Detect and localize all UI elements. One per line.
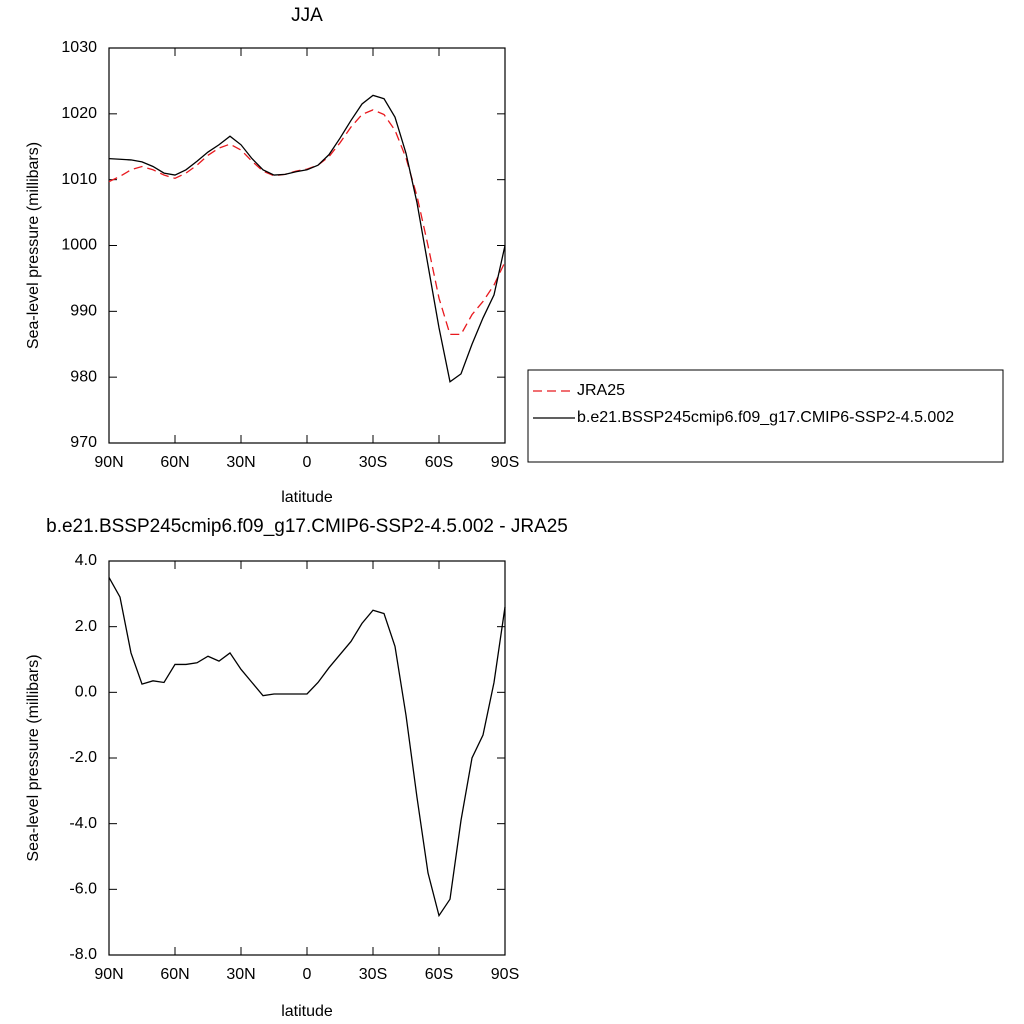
x-tick-label: 90S: [491, 454, 519, 471]
plot-frame: [108, 560, 506, 956]
x-tick-label: 60N: [160, 454, 189, 471]
y-tick-label: 4.0: [75, 552, 97, 569]
y-tick-label: 1000: [61, 237, 97, 254]
x-tick-label: 0: [303, 966, 312, 983]
y-tick-label: -8.0: [69, 946, 97, 963]
x-tick-label: 30N: [226, 966, 255, 983]
x-tick-label: 30S: [359, 966, 387, 983]
y-tick-label: 970: [70, 434, 97, 451]
y-tick-label: 1030: [61, 39, 97, 56]
legend-label: JRA25: [577, 382, 625, 399]
legend-label: b.e21.BSSP245cmip6.f09_g17.CMIP6-SSP2-4.…: [577, 409, 954, 426]
y-axis-label: Sea-level pressure (millibars): [25, 142, 42, 349]
y-tick-label: 0.0: [75, 684, 97, 701]
y-tick-label: 990: [70, 303, 97, 320]
y-tick-label: 1020: [61, 105, 97, 122]
x-tick-label: 90N: [94, 966, 123, 983]
chart-title: b.e21.BSSP245cmip6.f09_g17.CMIP6-SSP2-4.…: [46, 516, 568, 537]
y-tick-label: 2.0: [75, 618, 97, 635]
y-axis-label: Sea-level pressure (millibars): [25, 654, 42, 861]
plot-frame: [108, 47, 506, 444]
chart-title: JJA: [291, 5, 323, 26]
x-tick-label: 30N: [226, 454, 255, 471]
y-tick-label: -4.0: [69, 815, 97, 832]
x-tick-label: 90S: [491, 966, 519, 983]
x-axis-label: latitude: [281, 489, 333, 506]
x-axis-label: latitude: [281, 1003, 333, 1020]
x-tick-label: 0: [303, 454, 312, 471]
x-tick-label: 60S: [425, 966, 453, 983]
x-tick-label: 30S: [359, 454, 387, 471]
series-line: [108, 109, 506, 336]
y-tick-label: 980: [70, 368, 97, 385]
y-tick-label: 1010: [61, 171, 97, 188]
x-tick-label: 90N: [94, 454, 123, 471]
x-tick-label: 60N: [160, 966, 189, 983]
x-tick-label: 60S: [425, 454, 453, 471]
legend-box: [527, 369, 1004, 463]
series-line: [108, 94, 506, 383]
series-line: [108, 577, 506, 918]
y-tick-label: -6.0: [69, 881, 97, 898]
y-tick-label: -2.0: [69, 749, 97, 766]
